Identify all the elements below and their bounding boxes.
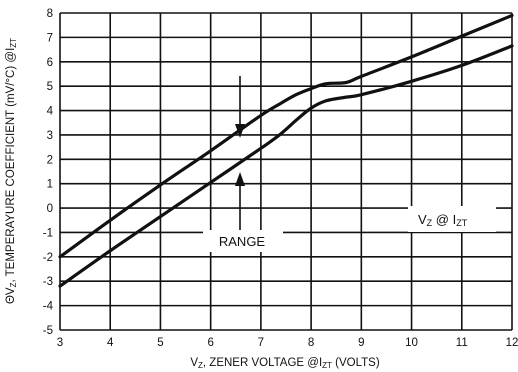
range-label-box (203, 230, 283, 252)
x-tick-label: 10 (405, 337, 418, 349)
y-tick-label: 6 (47, 57, 53, 69)
grid (59, 12, 513, 331)
vz-izt-label: VZ @ IZT (418, 212, 468, 228)
curves (58, 13, 514, 288)
x-tick-label: 8 (308, 337, 314, 349)
upper-bound-curve (58, 13, 514, 259)
y-tick-label: 4 (47, 106, 54, 118)
x-tick-label: 12 (506, 337, 518, 349)
y-tick-label: 2 (47, 154, 53, 166)
x-axis-label: VZ, ZENER VOLTAGE @IZT (VOLTS) (190, 357, 379, 370)
y-axis-label: ΘVZ, TEMPERAYURE COEFFICIENT (mV/°C) @IZ… (5, 38, 18, 304)
x-tick-label: 11 (456, 337, 468, 349)
y-tick-label: -3 (43, 276, 53, 288)
x-tick-label: 7 (258, 337, 264, 349)
x-tick-label: 5 (157, 337, 163, 349)
y-tick-label: -4 (43, 301, 54, 313)
y-tick-label: 7 (47, 32, 53, 44)
vz-label-box (408, 206, 496, 232)
y-tick-label: 1 (47, 179, 53, 191)
lower-bound-curve (58, 44, 514, 288)
y-tick-label: -2 (43, 252, 53, 264)
range-arrows (235, 76, 245, 232)
range-arrow-up (235, 172, 245, 186)
y-tick-label: 0 (47, 203, 53, 215)
range-label: RANGE (219, 234, 266, 249)
y-tick-label: -1 (43, 227, 53, 239)
y-tick-label: 5 (47, 81, 53, 93)
x-tick-label: 3 (57, 337, 63, 349)
y-tick-label: 8 (47, 8, 53, 20)
range-arrow-down (235, 124, 245, 138)
x-tick-label: 9 (358, 337, 364, 349)
y-tick-label: 3 (47, 130, 53, 142)
x-tick-label: 6 (207, 337, 213, 349)
y-tick-label: -5 (43, 325, 53, 337)
x-tick-label: 4 (107, 337, 114, 349)
